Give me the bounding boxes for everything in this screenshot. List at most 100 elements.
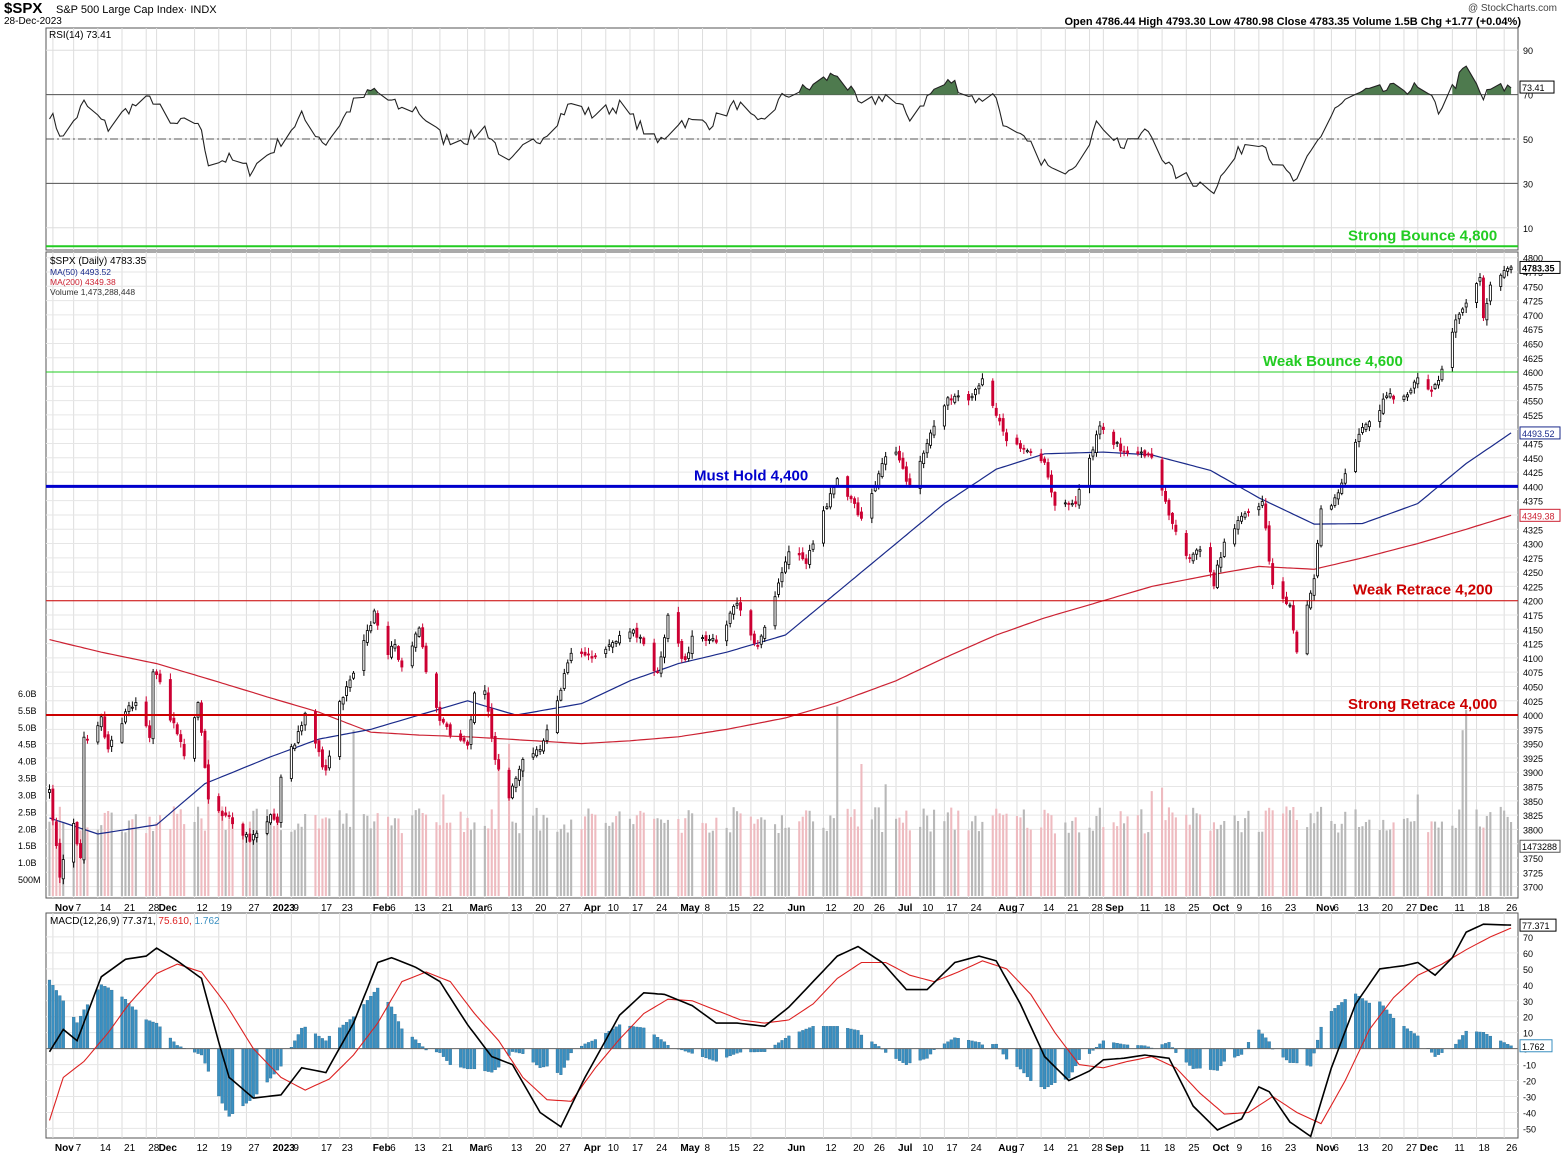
macd-histogram-bar xyxy=(148,1020,152,1049)
volume-bar xyxy=(1337,832,1340,896)
x-tick-label: 24 xyxy=(971,903,983,914)
rsi-last-label: 73.41 xyxy=(1522,83,1545,93)
candle-body xyxy=(1457,313,1461,320)
candle-body xyxy=(1150,453,1154,458)
x-tick-label: Dec xyxy=(1420,903,1439,914)
volume-bar xyxy=(736,811,739,896)
volume-bar xyxy=(1295,820,1298,896)
candle-body xyxy=(1077,489,1081,506)
candle-body xyxy=(103,716,107,738)
volume-bar xyxy=(774,824,777,896)
candle-body xyxy=(929,432,932,446)
price-tick-label: 4325 xyxy=(1523,525,1543,535)
candle-body xyxy=(514,777,518,788)
macd-histogram-bar xyxy=(327,1035,331,1049)
volume-bar xyxy=(1333,823,1336,896)
volume-bar xyxy=(200,818,203,896)
volume-bar xyxy=(231,818,234,896)
macd-histogram-bar xyxy=(704,1048,708,1059)
candle-body xyxy=(946,397,950,406)
volume-bar xyxy=(466,817,469,896)
x-tick-label: 27 xyxy=(1406,903,1418,914)
volume-bar xyxy=(974,815,977,896)
macd-histogram-bar xyxy=(991,1044,995,1049)
volume-bar xyxy=(870,819,873,896)
macd-histogram-bar xyxy=(517,1048,521,1054)
candle-body xyxy=(1329,505,1333,510)
x-tick-label: Nov xyxy=(1316,1143,1335,1154)
volume-bar xyxy=(1164,820,1167,896)
price-tick-label: 4450 xyxy=(1523,454,1543,464)
macd-histogram-bar xyxy=(341,1024,345,1049)
macd-histogram-bar xyxy=(251,1048,255,1099)
macd-histogram-bar xyxy=(1126,1044,1130,1049)
macd-histogram-bar xyxy=(804,1028,808,1049)
macd-histogram-bar xyxy=(1267,1041,1271,1049)
macd-histogram-bar xyxy=(707,1048,712,1060)
volume-tick-label: 3.0B xyxy=(18,790,37,800)
volume-bar xyxy=(159,815,162,896)
x-tick-label: Jun xyxy=(787,903,805,914)
candle-body xyxy=(797,553,801,556)
macd-histogram-bar xyxy=(870,1041,874,1049)
price-tick-label: 4200 xyxy=(1523,597,1543,607)
candle-body xyxy=(1288,604,1292,607)
volume-bar xyxy=(145,833,148,896)
price-tick-label: 4550 xyxy=(1523,397,1543,407)
candle-body xyxy=(272,813,276,820)
macd-tick-label: 60 xyxy=(1523,949,1533,959)
volume-bar xyxy=(905,810,908,896)
macd-histogram-bar xyxy=(1454,1043,1458,1049)
candle-body xyxy=(417,627,421,637)
volume-bar xyxy=(1199,814,1202,896)
volume-bar xyxy=(1392,822,1395,896)
candle-body xyxy=(1164,490,1167,502)
x-tick-label: 27 xyxy=(559,903,571,914)
macd-tick-label: -10 xyxy=(1523,1061,1536,1071)
candle-body xyxy=(566,662,570,673)
x-tick-label: 20 xyxy=(853,1143,865,1154)
macd-histogram-bar xyxy=(1195,1048,1199,1069)
volume-bar xyxy=(1136,815,1139,896)
volume-bar xyxy=(556,831,559,896)
x-tick-label: 17 xyxy=(632,1143,644,1154)
candle-body xyxy=(739,602,742,611)
macd-histogram-bar xyxy=(324,1040,328,1049)
x-tick-label: 13 xyxy=(1358,1143,1370,1154)
volume-bar xyxy=(494,829,497,896)
volume-bar xyxy=(539,830,542,896)
volume-tick-label: 4.5B xyxy=(18,740,37,750)
candle-body xyxy=(1198,549,1202,552)
weak_bounce-label: Weak Bounce 4,600 xyxy=(1263,353,1403,370)
candle-body xyxy=(1392,395,1395,400)
macd-histogram-bar xyxy=(711,1048,715,1061)
x-tick-label: Nov xyxy=(1316,903,1335,914)
macd-histogram-bar xyxy=(47,979,52,1049)
volume-bar xyxy=(642,812,645,896)
candle-body xyxy=(825,506,829,509)
macd-histogram-bar xyxy=(390,1006,394,1049)
candle-body xyxy=(856,502,860,516)
x-tick-label: 13 xyxy=(511,903,523,914)
candle-body xyxy=(942,405,946,427)
macd-histogram-bar xyxy=(1222,1048,1226,1062)
macd-signal-line xyxy=(48,927,1512,1125)
candle-body xyxy=(590,656,594,659)
macd-hist-label: 1.762 xyxy=(1522,1042,1545,1052)
macd-histogram-bar xyxy=(103,986,107,1049)
x-tick-label: Nov xyxy=(55,903,74,914)
candle-body xyxy=(1091,449,1095,457)
price-tick-label: 4675 xyxy=(1523,325,1543,335)
price-tick-label: 4425 xyxy=(1523,468,1543,478)
candle-body xyxy=(469,719,473,745)
macd-histogram-bar xyxy=(894,1048,898,1059)
volume-bar xyxy=(666,819,669,896)
macd-histogram-bar xyxy=(303,1026,307,1049)
macd-histogram-bar xyxy=(908,1048,912,1064)
volume-last-label: 1473288 xyxy=(1522,842,1557,852)
x-tick-label: 18 xyxy=(1479,903,1491,914)
volume-bar xyxy=(1050,815,1053,896)
macd-histogram-bar xyxy=(1087,1048,1092,1054)
macd-histogram-bar xyxy=(925,1048,929,1059)
